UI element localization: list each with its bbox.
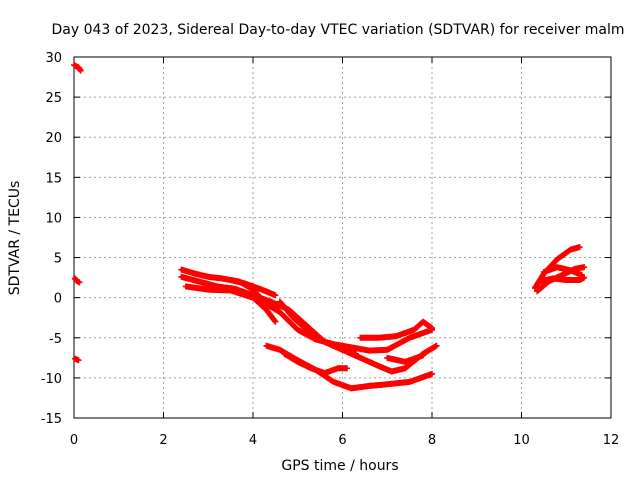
series-track-c — [71, 355, 82, 364]
y-tick-label: 20 — [45, 131, 62, 146]
data-point — [271, 317, 278, 324]
series-track-b — [71, 275, 83, 286]
x-tick-label: 4 — [249, 433, 257, 448]
x-tick-label: 8 — [428, 433, 436, 448]
series-track-p — [540, 264, 585, 279]
series-track-l — [384, 352, 427, 365]
y-tick-label: 15 — [45, 171, 62, 186]
x-axis-label: GPS time / hours — [281, 458, 398, 474]
y-axis-label: SDTVAR / TECUs — [7, 181, 23, 296]
data-point — [577, 271, 584, 278]
series-track-d — [178, 266, 435, 354]
y-tick-label: -15 — [41, 412, 62, 427]
data-point — [575, 244, 582, 251]
data-points — [71, 62, 588, 392]
y-tick-label: 0 — [54, 292, 62, 307]
y-tick-label: 25 — [45, 91, 62, 106]
y-tick-label: -5 — [49, 332, 62, 347]
data-point — [75, 278, 82, 285]
data-point — [432, 343, 439, 350]
chart-title: Day 043 of 2023, Sidereal Day-to-day VTE… — [52, 22, 625, 38]
data-point — [427, 371, 434, 378]
y-tick-label: 30 — [45, 51, 62, 66]
series-track-j — [281, 350, 350, 377]
x-tick-label: 6 — [338, 433, 346, 448]
x-tick-label: 2 — [159, 433, 167, 448]
y-tick-label: 10 — [45, 211, 62, 226]
series-track-g — [227, 277, 279, 299]
x-tick-labels: 0 2 4 6 8 10 12 — [70, 433, 619, 448]
gridlines — [74, 57, 611, 418]
data-point — [74, 356, 81, 363]
y-tick-labels: -15 -10 -5 0 5 10 15 20 25 30 — [41, 51, 62, 427]
series-track-f — [182, 283, 279, 325]
series-track-a — [71, 62, 84, 74]
data-point — [342, 365, 349, 372]
data-point — [580, 264, 587, 271]
series-track-k — [357, 318, 435, 341]
tick-marks — [73, 56, 612, 419]
data-point — [428, 324, 435, 331]
x-tick-label: 12 — [603, 433, 620, 448]
y-tick-label: -10 — [41, 372, 62, 387]
data-point — [271, 291, 278, 298]
x-tick-label: 0 — [70, 433, 78, 448]
x-tick-label: 10 — [513, 433, 530, 448]
data-point — [418, 352, 425, 359]
data-point — [77, 66, 84, 73]
y-tick-label: 5 — [54, 252, 62, 267]
